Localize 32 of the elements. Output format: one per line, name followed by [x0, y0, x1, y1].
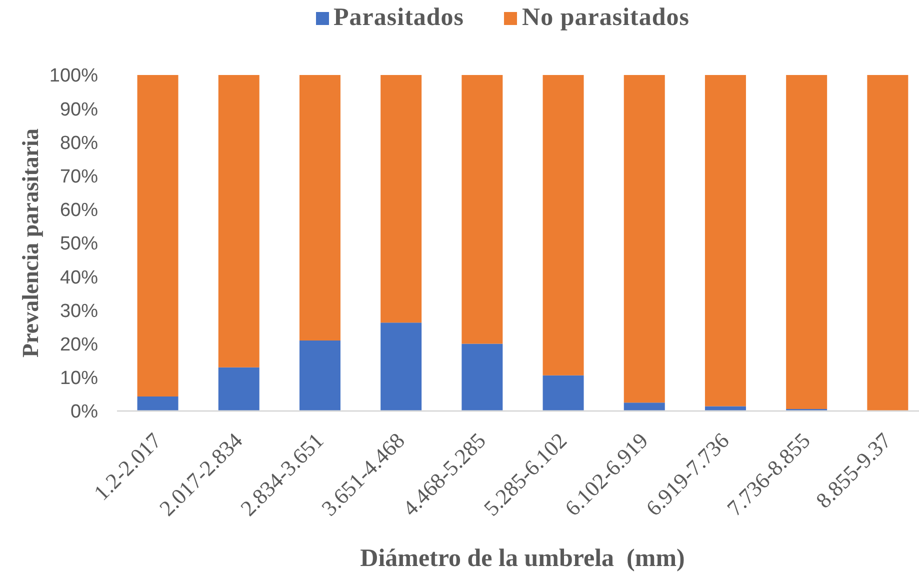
bar: [704, 75, 746, 406]
bar: [218, 367, 260, 411]
y-axis-title: Prevalencia parasitaria: [18, 128, 42, 358]
bar: [542, 375, 584, 411]
y-tick-label: 30%: [60, 300, 98, 322]
y-tick-label: 90%: [60, 99, 98, 120]
y-tick-label: 80%: [60, 132, 98, 154]
bar: [786, 75, 828, 409]
legend-label: No parasitados: [522, 3, 690, 33]
y-tick-label: 20%: [60, 334, 98, 356]
y-tick-label: 50%: [60, 234, 98, 255]
y-tick-label: 40%: [60, 267, 98, 288]
legend-label: Parasitados: [334, 3, 464, 33]
bar: [218, 75, 260, 368]
bar: [137, 396, 178, 411]
y-tick-label: 70%: [60, 166, 98, 188]
bar: [299, 340, 340, 411]
y-tick-label: 100%: [49, 66, 98, 87]
bar: [624, 75, 665, 403]
y-tick-label: 10%: [60, 368, 98, 390]
bar: [462, 344, 503, 411]
y-tick-label: 0%: [70, 402, 98, 423]
x-axis-title: Diámetro de la umbrela (mm): [360, 545, 685, 572]
bar: [380, 322, 422, 411]
bar: [542, 75, 584, 376]
bar: [624, 402, 665, 411]
bar: [462, 75, 503, 344]
bar: [380, 75, 422, 323]
y-tick-label: 60%: [60, 200, 98, 222]
bar: [299, 75, 340, 340]
bar: [867, 75, 908, 411]
bar: [137, 75, 178, 397]
